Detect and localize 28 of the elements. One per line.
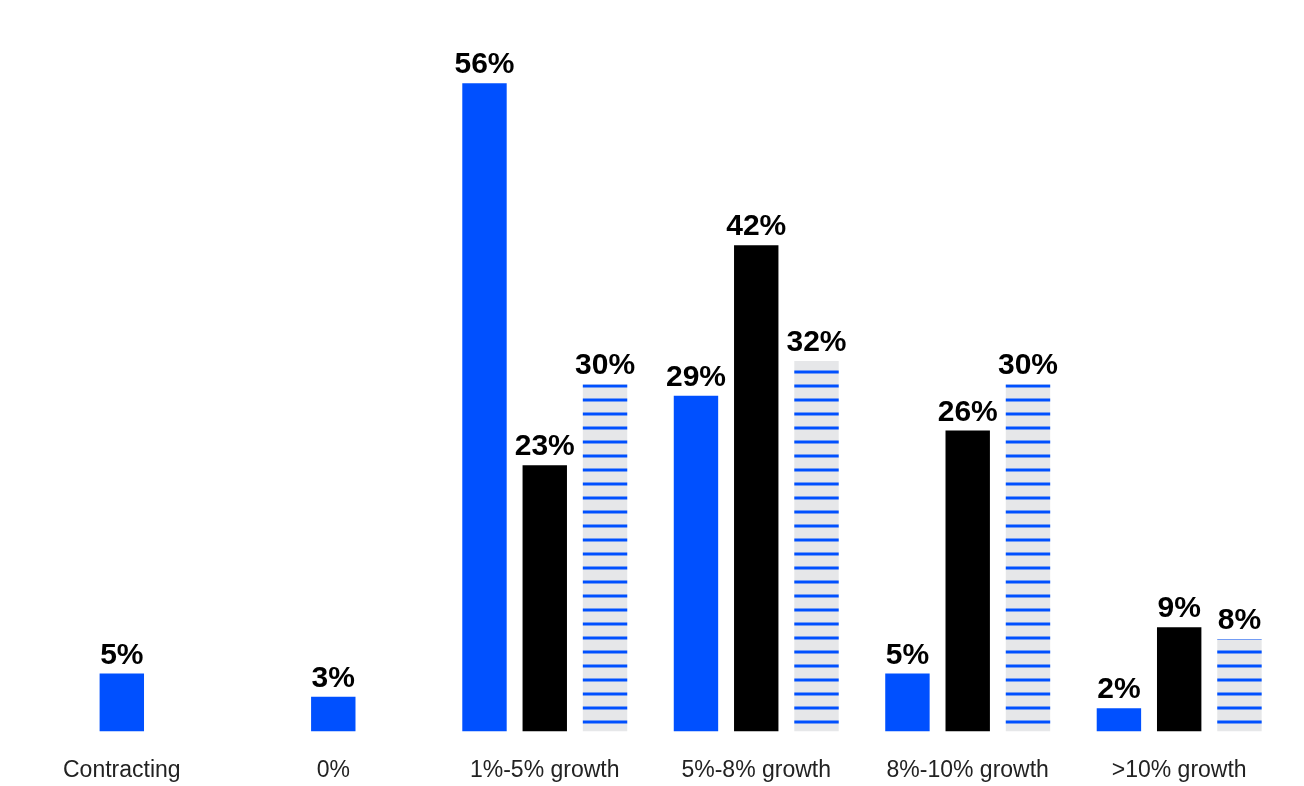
data-label: 42% xyxy=(726,208,787,242)
bar xyxy=(522,465,567,732)
data-label: 2% xyxy=(1097,671,1141,705)
bar xyxy=(462,83,507,732)
x-tick-label: 0% xyxy=(316,755,350,782)
data-label: 26% xyxy=(937,393,998,427)
data-label: 23% xyxy=(514,428,575,462)
x-tick-label: 8%-10% growth xyxy=(886,755,1049,782)
bar xyxy=(673,395,719,732)
bar xyxy=(734,245,779,732)
x-tick-label: >10% growth xyxy=(1111,755,1247,782)
data-label: 9% xyxy=(1157,590,1201,624)
data-label: 32% xyxy=(786,324,847,358)
x-tick-label: Contracting xyxy=(63,755,181,782)
data-label: 30% xyxy=(575,347,636,381)
bar xyxy=(1096,708,1142,732)
data-label: 30% xyxy=(997,347,1059,381)
bar xyxy=(885,673,930,732)
data-label: 29% xyxy=(665,358,726,392)
data-label: 56% xyxy=(454,46,515,80)
data-label: 3% xyxy=(311,659,355,693)
data-label: 8% xyxy=(1217,601,1262,635)
x-tick-label: 5%-8% growth xyxy=(681,755,832,782)
data-label: 5% xyxy=(885,636,930,670)
x-tick-label: 1%-5% growth xyxy=(469,755,620,782)
data-label: 5% xyxy=(100,636,144,670)
bar xyxy=(945,430,990,732)
bar xyxy=(1156,627,1202,732)
